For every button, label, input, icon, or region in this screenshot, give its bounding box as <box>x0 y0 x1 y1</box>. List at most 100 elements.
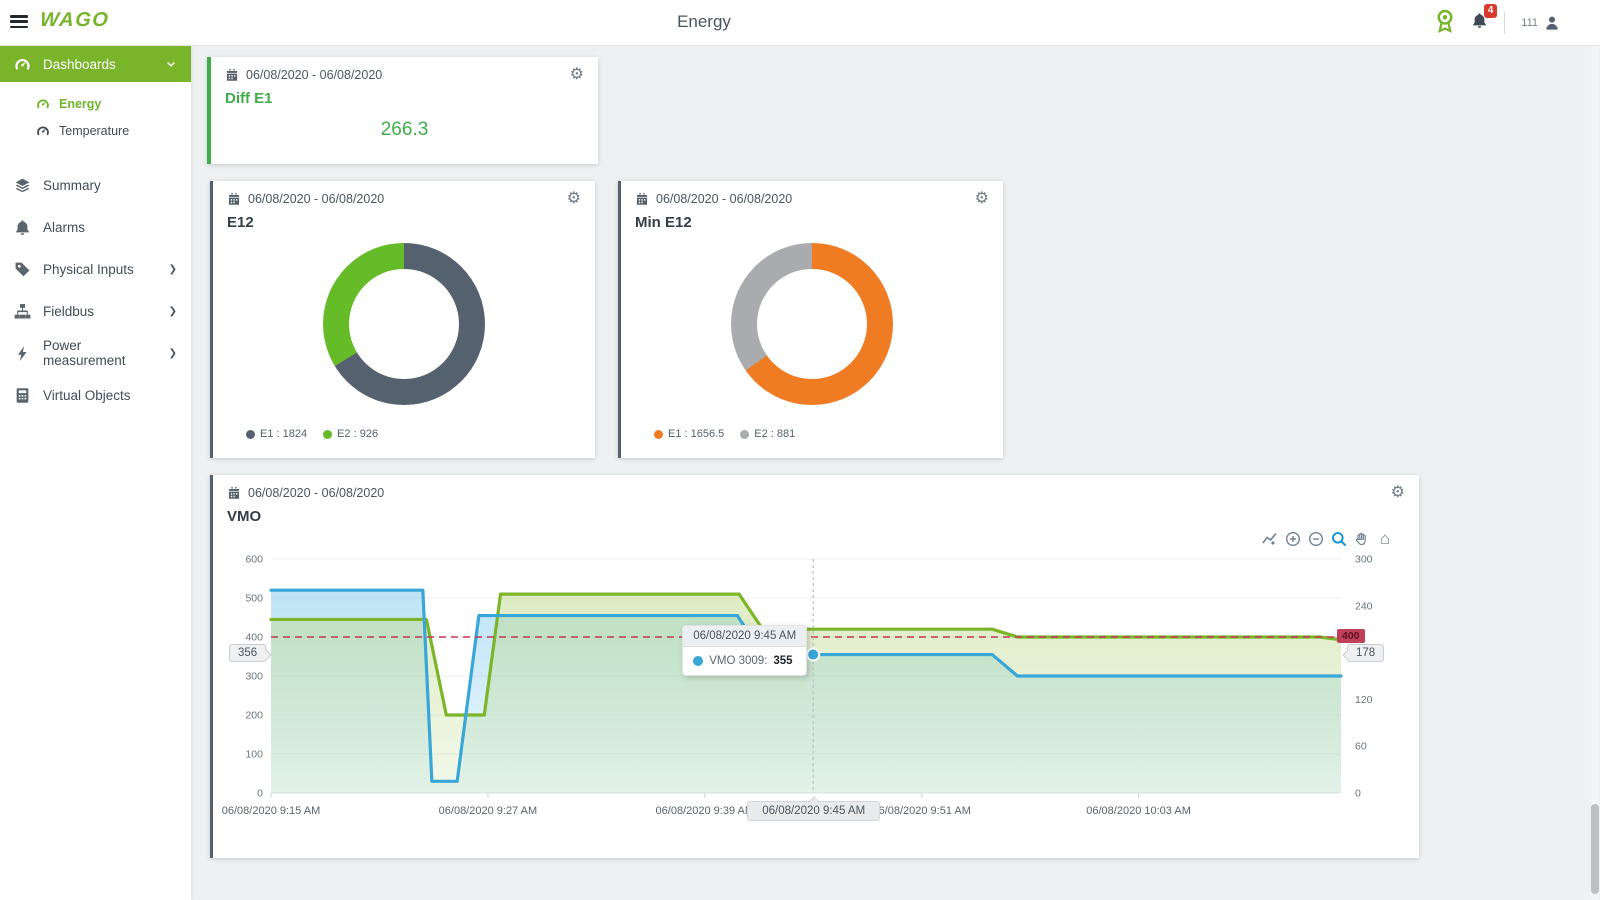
card-title: E12 <box>227 214 254 231</box>
sidebar-item-summary[interactable]: Summary <box>0 164 191 206</box>
award-ribbon-icon[interactable] <box>1435 8 1455 39</box>
diff-e1-value: 266.3 <box>380 119 429 140</box>
legend-item[interactable]: E1 : 1656.5 <box>654 428 724 440</box>
sidebar-item-label: Fieldbus <box>43 303 95 319</box>
notifications-bell-icon[interactable]: 4 <box>1471 4 1498 35</box>
user-person-icon <box>1546 16 1558 30</box>
x-tick-label: 06/08/2020 9:39 AM <box>656 805 754 817</box>
card-settings-gear-icon[interactable]: ⚙ <box>566 190 581 207</box>
chart-legend: E1 : 1656.5 E2 : 881 <box>654 428 795 440</box>
scrollbar-thumb[interactable] <box>1591 804 1599 894</box>
gauge-icon <box>15 58 30 70</box>
home-reset-icon[interactable]: ⌂ <box>1379 529 1391 548</box>
y-left-tick-label: 400 <box>245 632 263 644</box>
x-tick-label: 06/08/2020 10:03 AM <box>1086 805 1191 817</box>
chevron-right-icon: ❯ <box>168 347 177 359</box>
sidebar-item-alarms[interactable]: Alarms <box>0 206 191 248</box>
sitemap-icon <box>14 303 31 319</box>
sidebar-item-fieldbus[interactable]: Fieldbus ❯ <box>0 290 191 332</box>
sidebar-item-physical-inputs[interactable]: Physical Inputs ❯ <box>0 248 191 290</box>
gauge-icon <box>37 98 49 108</box>
gauge-icon <box>37 125 49 135</box>
card-vmo: 06/08/2020 - 06/08/2020 ⚙ VMO ⌂ 600 500 40… <box>210 475 1419 858</box>
user-id-label: 111 <box>1521 17 1538 29</box>
tooltip-header: 06/08/2020 9:45 AM <box>683 625 807 647</box>
page-title: Energy <box>677 12 731 31</box>
zoom-out-icon[interactable] <box>1308 531 1324 547</box>
date-range: 06/08/2020 - 06/08/2020 <box>225 68 382 82</box>
hamburger-menu-icon[interactable] <box>10 15 28 29</box>
selection-zoom-icon[interactable] <box>1262 531 1278 547</box>
calendar-icon <box>228 486 240 499</box>
crosshair-x-axis-label: 06/08/2020 9:45 AM <box>747 795 881 821</box>
sidebar-item-label: Temperature <box>59 123 130 138</box>
annotation-label-400: 400 <box>1337 629 1365 643</box>
card-title: Min E12 <box>635 214 692 231</box>
vmo-line-chart[interactable]: 600500400300200100030024018012060006/08/… <box>222 545 1399 845</box>
series-line[interactable] <box>269 588 1343 783</box>
hover-marker[interactable] <box>806 647 821 662</box>
legend-dot <box>654 429 663 439</box>
card-settings-gear-icon[interactable]: ⚙ <box>974 190 989 207</box>
date-range: 06/08/2020 - 06/08/2020 <box>635 192 792 206</box>
legend-dot <box>246 429 255 439</box>
card-settings-gear-icon[interactable]: ⚙ <box>1390 484 1405 501</box>
layers-icon <box>15 178 30 192</box>
y-right-tick-label: 300 <box>1355 554 1373 566</box>
sidebar-item-temperature[interactable]: Temperature <box>0 117 191 144</box>
wago-logo: WAGO <box>39 9 111 31</box>
legend-item[interactable]: E2 : 926 <box>323 428 378 440</box>
y-right-tick-label: 120 <box>1355 694 1373 706</box>
sidebar-item-energy[interactable]: Energy <box>0 90 191 117</box>
y-left-tick-label: 100 <box>245 749 263 761</box>
x-tick-label: 06/08/2020 9:51 AM <box>872 805 970 817</box>
tag-icon <box>15 262 30 276</box>
y-left-tick-label: 500 <box>245 593 263 605</box>
zoom-in-icon[interactable] <box>1285 531 1301 547</box>
pan-hand-icon[interactable] <box>1354 531 1370 547</box>
card-settings-gear-icon[interactable]: ⚙ <box>569 66 584 83</box>
sidebar-item-dashboards[interactable]: Dashboards <box>0 46 191 82</box>
y-right-tick-label: 240 <box>1355 600 1373 612</box>
sidebar-item-power-measurement[interactable]: Power measurement ❯ <box>0 332 191 374</box>
donut-chart-min-e12[interactable] <box>731 243 893 405</box>
y-left-tick-label: 300 <box>245 671 263 683</box>
date-range: 06/08/2020 - 06/08/2020 <box>227 486 384 500</box>
calendar-icon <box>226 68 238 81</box>
card-e12: 06/08/2020 - 06/08/2020 ⚙ E12 E1 : 1824 E… <box>210 181 595 458</box>
sidebar-item-label: Physical Inputs <box>43 261 134 277</box>
user-menu[interactable]: 111 <box>1521 15 1560 31</box>
y-right-tick-label: 60 <box>1355 741 1367 753</box>
legend-item[interactable]: E2 : 881 <box>740 428 795 440</box>
date-range: 06/08/2020 - 06/08/2020 <box>227 192 384 206</box>
vertical-scrollbar[interactable] <box>1591 46 1599 900</box>
sidebar-item-label: Power measurement <box>43 338 126 368</box>
sidebar: Dashboards Energy Temperature Summary Al… <box>0 46 191 900</box>
legend-label: E1 : 1656.5 <box>668 428 725 440</box>
main-content: 06/08/2020 - 06/08/2020 ⚙ Diff E1 266.3 … <box>191 46 1600 900</box>
series-line[interactable] <box>269 592 1343 717</box>
crosshair-right-axis-label: 178 <box>1341 643 1385 662</box>
sidebar-item-label: Summary <box>43 177 101 193</box>
y-right-tick-label: 0 <box>1355 788 1361 800</box>
calendar-icon <box>228 192 240 205</box>
legend-item[interactable]: E1 : 1824 <box>246 428 307 440</box>
crosshair-left-axis-label: 356 <box>229 643 272 662</box>
calendar-icon <box>636 192 648 205</box>
calculator-icon <box>16 387 29 403</box>
chart-tooltip: 06/08/2020 9:45 AM VMO 3009: 355 <box>682 624 808 676</box>
legend-label: E2 : 881 <box>754 428 796 440</box>
sidebar-item-virtual-objects[interactable]: Virtual Objects <box>0 374 191 416</box>
sidebar-item-label: Dashboards <box>43 56 116 72</box>
top-bar: WAGO Energy 4 111 <box>0 0 1600 46</box>
legend-dot <box>323 429 333 439</box>
zoom-tool-icon[interactable] <box>1331 531 1347 547</box>
legend-label: E2 : 926 <box>337 428 379 440</box>
bolt-icon <box>18 345 27 361</box>
donut-chart-e12[interactable] <box>323 243 485 405</box>
x-tick-label: 06/08/2020 9:15 AM <box>222 805 320 817</box>
chevron-right-icon: ❯ <box>168 263 177 275</box>
bell-icon <box>16 219 29 235</box>
sidebar-item-label: Alarms <box>43 219 86 235</box>
series-area <box>271 594 1341 793</box>
